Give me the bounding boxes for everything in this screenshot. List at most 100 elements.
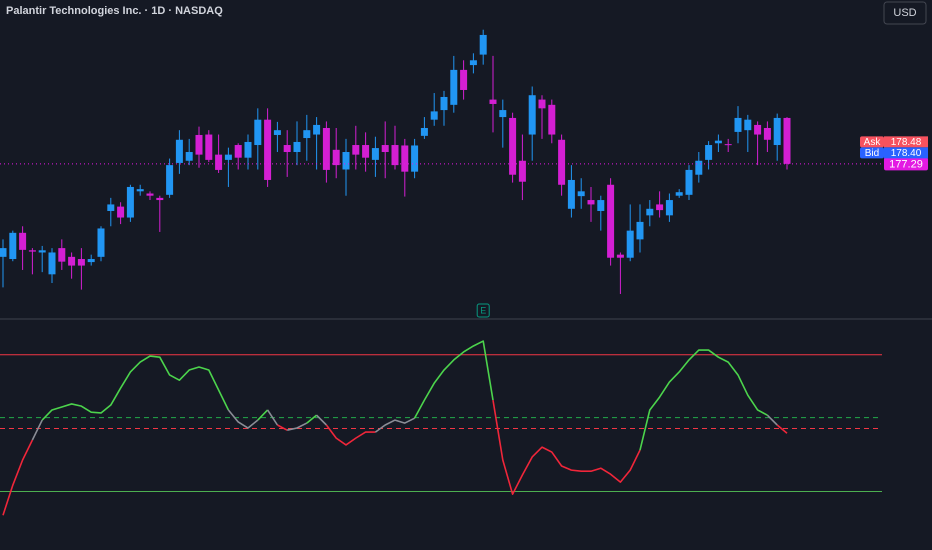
candle-body xyxy=(48,252,56,275)
candle-body xyxy=(695,160,703,175)
oscillator-line xyxy=(413,340,494,419)
candle-body xyxy=(705,145,713,160)
candle-body xyxy=(234,145,242,158)
oscillator-line xyxy=(287,422,308,431)
oscillator-line xyxy=(306,414,318,424)
candle-body xyxy=(714,140,722,144)
candle-body xyxy=(117,206,125,218)
candle-body xyxy=(342,152,350,170)
candle-body xyxy=(499,110,507,118)
candle-body xyxy=(58,248,66,262)
candle-body xyxy=(430,111,438,120)
candle-body xyxy=(744,119,752,131)
candle-body xyxy=(489,99,497,104)
quote-box xyxy=(884,147,928,159)
candle-body xyxy=(352,145,360,155)
last-price-label: 177.29 xyxy=(889,158,923,170)
candle-body xyxy=(567,179,575,209)
oscillator-line xyxy=(316,414,327,426)
quote-name: Bid xyxy=(865,148,879,159)
candle-body xyxy=(538,99,546,109)
candle-body xyxy=(293,141,301,153)
oscillator-line xyxy=(492,399,641,495)
candle-body xyxy=(244,141,252,158)
oscillator-line xyxy=(2,439,34,516)
currency-label[interactable]: USD xyxy=(893,7,916,19)
quote-tag xyxy=(860,136,884,148)
candle-body xyxy=(626,230,634,258)
candle-body xyxy=(656,204,664,211)
candle-body xyxy=(156,197,164,201)
candle-body xyxy=(215,154,223,170)
candle-body xyxy=(185,152,193,161)
candle-body xyxy=(420,127,428,136)
candle-body xyxy=(175,139,183,163)
candle-body xyxy=(254,119,262,146)
candle-body xyxy=(224,154,232,160)
candle-body xyxy=(166,165,174,195)
marks xyxy=(0,29,882,516)
candle-body xyxy=(195,134,203,155)
candle-body xyxy=(391,145,399,166)
candle-body xyxy=(675,192,683,196)
candle-body xyxy=(87,259,95,263)
candle-body xyxy=(9,232,17,260)
candle-body xyxy=(205,134,213,160)
grid xyxy=(0,354,882,492)
oscillator-line xyxy=(31,419,43,441)
earnings-label: E xyxy=(480,305,486,315)
candle-body xyxy=(371,148,379,160)
quote-tag xyxy=(860,147,884,159)
candle-body xyxy=(469,60,477,66)
candle-body xyxy=(558,139,566,185)
oscillator-line xyxy=(639,349,768,451)
candle-body xyxy=(518,160,526,182)
candle-body xyxy=(303,130,311,139)
candle-body xyxy=(38,250,46,253)
oscillator-line xyxy=(41,355,230,421)
candle-body xyxy=(528,95,536,135)
oscillator-line xyxy=(227,409,259,429)
candle-body xyxy=(440,96,448,111)
candle-body xyxy=(616,254,624,258)
candle-body xyxy=(636,221,644,240)
candle-body xyxy=(773,117,781,146)
candle-body xyxy=(332,149,340,166)
candle-body xyxy=(754,124,762,135)
candle-body xyxy=(313,124,321,135)
candle-body xyxy=(107,204,115,211)
candle-body xyxy=(548,104,556,135)
candle-body xyxy=(283,145,291,153)
candle-body xyxy=(273,130,281,135)
candle-body xyxy=(597,200,605,211)
candle-body xyxy=(0,248,7,257)
candle-body xyxy=(665,200,673,216)
candle-body xyxy=(607,184,615,258)
candle-body xyxy=(646,208,654,216)
last-price-box xyxy=(884,157,928,171)
oscillator-line xyxy=(766,414,778,426)
candle-body xyxy=(136,189,144,192)
candle-body xyxy=(401,145,409,172)
candle-body xyxy=(460,69,468,90)
candle-body xyxy=(146,193,154,196)
currency-button[interactable] xyxy=(883,1,927,25)
candle-body xyxy=(587,200,595,205)
candle-body xyxy=(68,256,76,266)
candle-body xyxy=(381,145,389,153)
candle-body xyxy=(362,145,370,158)
labels: 177.29 Ask 178.48 Bid 178.40 E xyxy=(476,136,928,318)
candle-body xyxy=(322,127,330,170)
candle-body xyxy=(724,144,732,146)
candle-body xyxy=(450,69,458,105)
oscillator-line xyxy=(277,424,288,431)
chart-title: Palantir Technologies Inc. · 1D · NASDAQ xyxy=(6,5,223,17)
oscillator-line xyxy=(257,409,269,421)
oscillator-line xyxy=(266,409,279,426)
oscillator-line xyxy=(325,424,376,446)
candle-body xyxy=(411,145,419,172)
candle-body xyxy=(685,169,693,195)
